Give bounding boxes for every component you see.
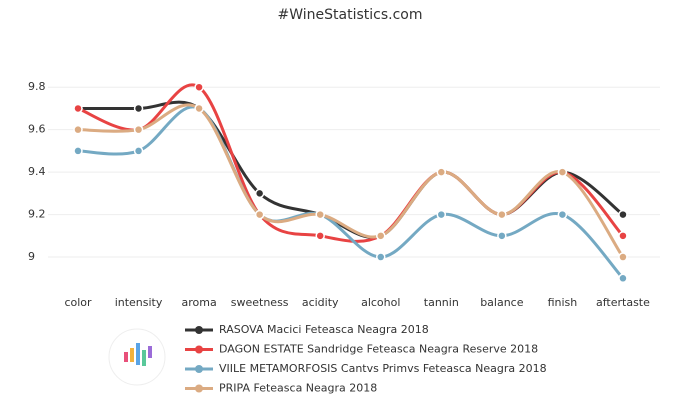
point: [73, 124, 83, 135]
point: [376, 231, 386, 241]
point: [376, 252, 386, 262]
point: [133, 103, 144, 114]
point: [436, 209, 447, 220]
point: [254, 188, 265, 199]
point: [436, 167, 447, 177]
series-line: [76, 105, 625, 280]
point: [618, 209, 628, 220]
x-tick-label: intensity: [115, 296, 163, 309]
legend-label: DAGON ESTATE Sandridge Feteasca Neagra R…: [219, 343, 538, 356]
point: [497, 231, 507, 241]
point: [315, 209, 325, 220]
x-tick-label: balance: [480, 296, 524, 309]
legend-label: RASOVA Macici Feteasca Neagra 2018: [219, 323, 429, 336]
logo: [108, 328, 166, 386]
legend-marker: [195, 326, 203, 334]
y-tick-label: 9.6: [28, 123, 46, 136]
y-tick-label: 9.2: [28, 208, 46, 221]
x-tick-label: color: [64, 296, 92, 309]
point: [194, 82, 204, 92]
point: [194, 103, 204, 114]
x-tick-label: aroma: [181, 296, 216, 309]
x-tick-label: acidity: [302, 296, 339, 309]
point: [618, 231, 628, 241]
point: [618, 252, 628, 262]
legend-marker: [195, 365, 203, 373]
point: [73, 103, 83, 114]
y-tick-label: 9.4: [28, 165, 46, 178]
point: [133, 146, 144, 156]
point: [557, 167, 568, 177]
point: [73, 146, 83, 156]
point: [133, 124, 144, 135]
legend-marker: [195, 345, 203, 354]
x-tick-label: aftertaste: [596, 296, 650, 309]
x-tick-label: tannin: [424, 296, 459, 309]
x-tick-label: alcohol: [361, 296, 400, 309]
point: [315, 231, 325, 241]
chart-title: #WineStatistics.com: [278, 7, 423, 23]
point: [254, 209, 265, 220]
point: [557, 209, 568, 220]
legend-marker: [195, 384, 203, 393]
x-tick-label: finish: [548, 296, 578, 309]
legend-label: PRIPA Feteasca Neagra 2018: [219, 382, 377, 395]
series-line: [76, 103, 625, 259]
point: [618, 273, 628, 284]
y-tick-label: 9.8: [28, 80, 46, 93]
x-tick-label: sweetness: [231, 296, 289, 309]
legend-label: VIILE METAMORFOSIS Cantvs Primvs Feteasc…: [219, 362, 547, 375]
point: [497, 209, 507, 220]
y-tick-label: 9: [28, 250, 35, 263]
